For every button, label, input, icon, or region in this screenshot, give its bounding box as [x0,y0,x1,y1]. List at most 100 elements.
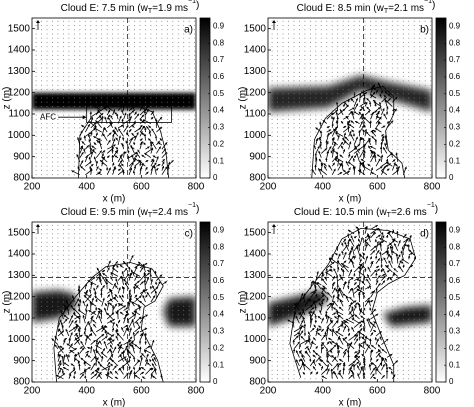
vector-dot [57,224,59,226]
vector-dot [277,110,279,112]
vector-head [385,100,389,103]
vector-dot [57,20,59,22]
vector-dot [277,42,279,44]
vector-dot [161,369,163,371]
panel: 200 400 600 8008009001000110012001300140015… [238,0,461,205]
vector-dot [282,29,284,31]
vector-dot [183,97,185,99]
vector-head [320,162,323,165]
vector-dot [397,42,399,44]
x-tick-label: 200 [24,182,41,193]
vector-dot [90,101,92,103]
vector-head [136,321,139,325]
vector-dot [419,71,421,73]
vector-dot [35,88,37,90]
vector-head [95,299,98,302]
vector-dot [46,310,48,312]
vector-dot [46,224,48,226]
vector-dot [172,71,174,73]
vector-dot [183,71,185,73]
vector-dot [288,267,289,269]
vector-dot [408,88,410,90]
vector-head [88,156,91,160]
vector-dot [73,20,75,22]
vector-dot [419,165,421,167]
vector-dot [172,365,174,367]
vector-dot [402,33,404,35]
vector-dot [79,228,81,230]
vector-dot [101,29,103,31]
colorbar [199,17,211,179]
vector-dot [155,271,157,273]
vector-dot [320,29,322,31]
vector-head [117,333,120,336]
vector-head [326,341,330,345]
vector-dot [315,254,317,256]
vector-dot [123,67,125,69]
vector-dot [271,284,273,286]
vector-dot [188,29,190,31]
vector-dot [46,161,48,163]
vector-dot [166,292,168,294]
vector-dot [408,135,410,137]
vector-head [128,266,131,270]
vector-dot [112,24,114,26]
vector-dot [271,374,273,376]
vector-dot [166,314,168,316]
vector-dot [46,88,48,90]
vector-dot [331,29,333,31]
vector-dot [304,292,306,294]
vector-dot [194,97,196,99]
vector-dot [430,80,432,82]
vector-head [392,159,396,162]
vector-dot [52,42,53,44]
vector-dot [183,165,185,167]
vector-dot [277,140,279,142]
vector-head [138,340,142,343]
vector-dot [161,344,163,346]
vector-dot [161,59,163,61]
vector-dot [183,224,185,226]
vector-dot [348,67,350,69]
vector-dot [277,335,279,337]
vector-dot [73,284,75,286]
vector-dot [123,101,125,103]
vector-dot [424,84,426,86]
vector-dot [271,322,273,324]
vector-dot [41,250,43,252]
vector-dot [73,80,75,82]
vector-head [154,135,158,138]
vector-dot [52,258,53,260]
vector-dot [68,144,70,146]
vector-dot [41,369,43,371]
vector-dot [408,93,410,95]
vector-head [77,361,80,364]
vector-dot [331,93,333,95]
vector-dot [380,50,382,52]
vector-dot [35,318,37,320]
vector-dot [288,305,289,307]
vector-dot [134,224,135,226]
vector-dot [424,165,426,167]
vector-dot [320,241,322,243]
vector-dot [123,29,125,31]
vector-head [324,331,327,334]
vector-dot [57,71,59,73]
vector-dot [282,80,284,82]
vector-dot [172,33,174,35]
vector-head [313,324,317,328]
vector-dot [194,131,196,133]
vector-dot [188,365,190,367]
vector-dot [309,118,311,120]
vector-dot [298,97,300,99]
vector-head [316,282,319,286]
vector-dot [277,365,279,367]
vector-dot [419,33,421,35]
vector-dot [139,233,141,235]
vector-dot [35,20,37,22]
vector-head [381,138,384,142]
vector-dot [277,314,279,316]
vector-head [385,90,388,94]
vector-dot [397,54,399,56]
vector-dot [348,46,350,48]
